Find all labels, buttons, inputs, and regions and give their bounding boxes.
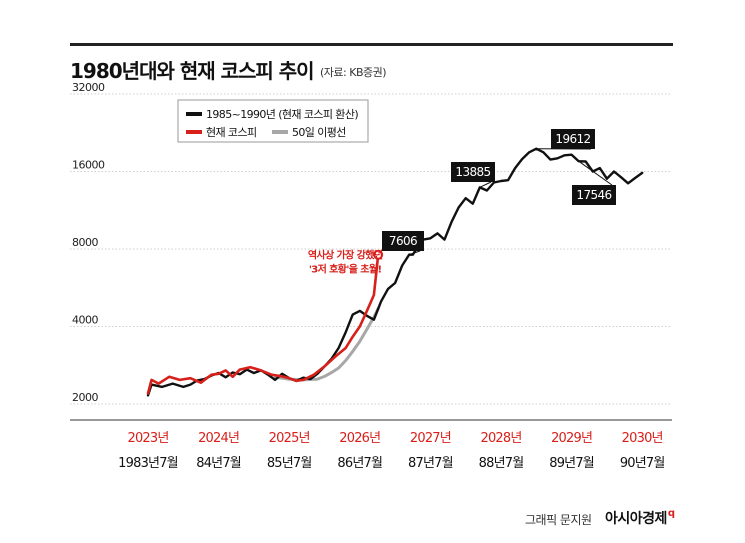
brand-name: 아시아경제 (605, 511, 667, 527)
value-callout-label: 17546 (576, 188, 611, 202)
value-callout-box (572, 185, 616, 205)
brand-logo: 아시아경제q (605, 508, 675, 528)
value-callout-leader (409, 250, 421, 256)
value-callout-leader (479, 181, 492, 188)
value-callout-box (382, 231, 424, 251)
x-tick-label-1980s: 87년7월 (408, 456, 453, 471)
legend-label: 현재 코스피 (206, 126, 257, 139)
x-tick-label-1980s: 90년7월 (620, 456, 665, 471)
value-callout-box (451, 162, 495, 182)
annotation-line-2: '3저 호황'을 초월! (309, 263, 382, 276)
x-tick-label-1980s: 85년7월 (267, 456, 312, 471)
y-tick-label: 32000 (72, 81, 105, 94)
x-tick-label-1980s: 88년7월 (479, 456, 524, 471)
x-tick-label-current: 2026년 (339, 431, 380, 446)
x-tick-label-1980s: 86년7월 (337, 456, 382, 471)
annotation-line-1: 역사상 가장 강했던 (308, 249, 383, 262)
x-tick-label-current: 2023년 (127, 431, 168, 446)
x-tick-label-current: 2027년 (410, 431, 451, 446)
x-tick-label-current: 2025년 (269, 431, 310, 446)
y-tick-label: 16000 (72, 159, 105, 172)
series-1985-line (146, 147, 644, 397)
title-rule (70, 43, 673, 46)
x-tick-label-1980s: 1983년7월 (118, 456, 178, 471)
legend-label: 50일 이평선 (292, 125, 346, 139)
source-note: (자료: KB증권) (320, 66, 387, 79)
y-tick-label: 2000 (72, 391, 98, 404)
y-tick-label: 4000 (72, 314, 98, 327)
x-tick-label-1980s: 84년7월 (196, 456, 241, 471)
current-end-marker (373, 249, 384, 260)
y-tick-label: 8000 (72, 236, 98, 249)
chart-title: 1980년대와 현재 코스피 추이 (70, 59, 315, 83)
value-callout-box (551, 129, 595, 149)
x-tick-label-current: 2024년 (198, 431, 239, 446)
series-current-line (146, 253, 380, 395)
x-tick-label-current: 2030년 (622, 431, 663, 446)
value-callout-leader (578, 160, 613, 186)
x-tick-label-1980s: 89년7월 (549, 456, 594, 471)
x-tick-label-current: 2029년 (551, 431, 592, 446)
value-callout-label: 7606 (389, 234, 417, 248)
legend-box (177, 99, 369, 143)
brand-mark: q (667, 508, 675, 519)
value-callout-label: 19612 (555, 132, 590, 146)
x-tick-label-current: 2028년 (480, 431, 521, 446)
legend-label: 1985~1990년 (현재 코스피 환산) (206, 108, 358, 121)
graphic-credit: 그래픽 문지원 (525, 513, 592, 527)
value-callout-label: 13885 (455, 165, 490, 179)
